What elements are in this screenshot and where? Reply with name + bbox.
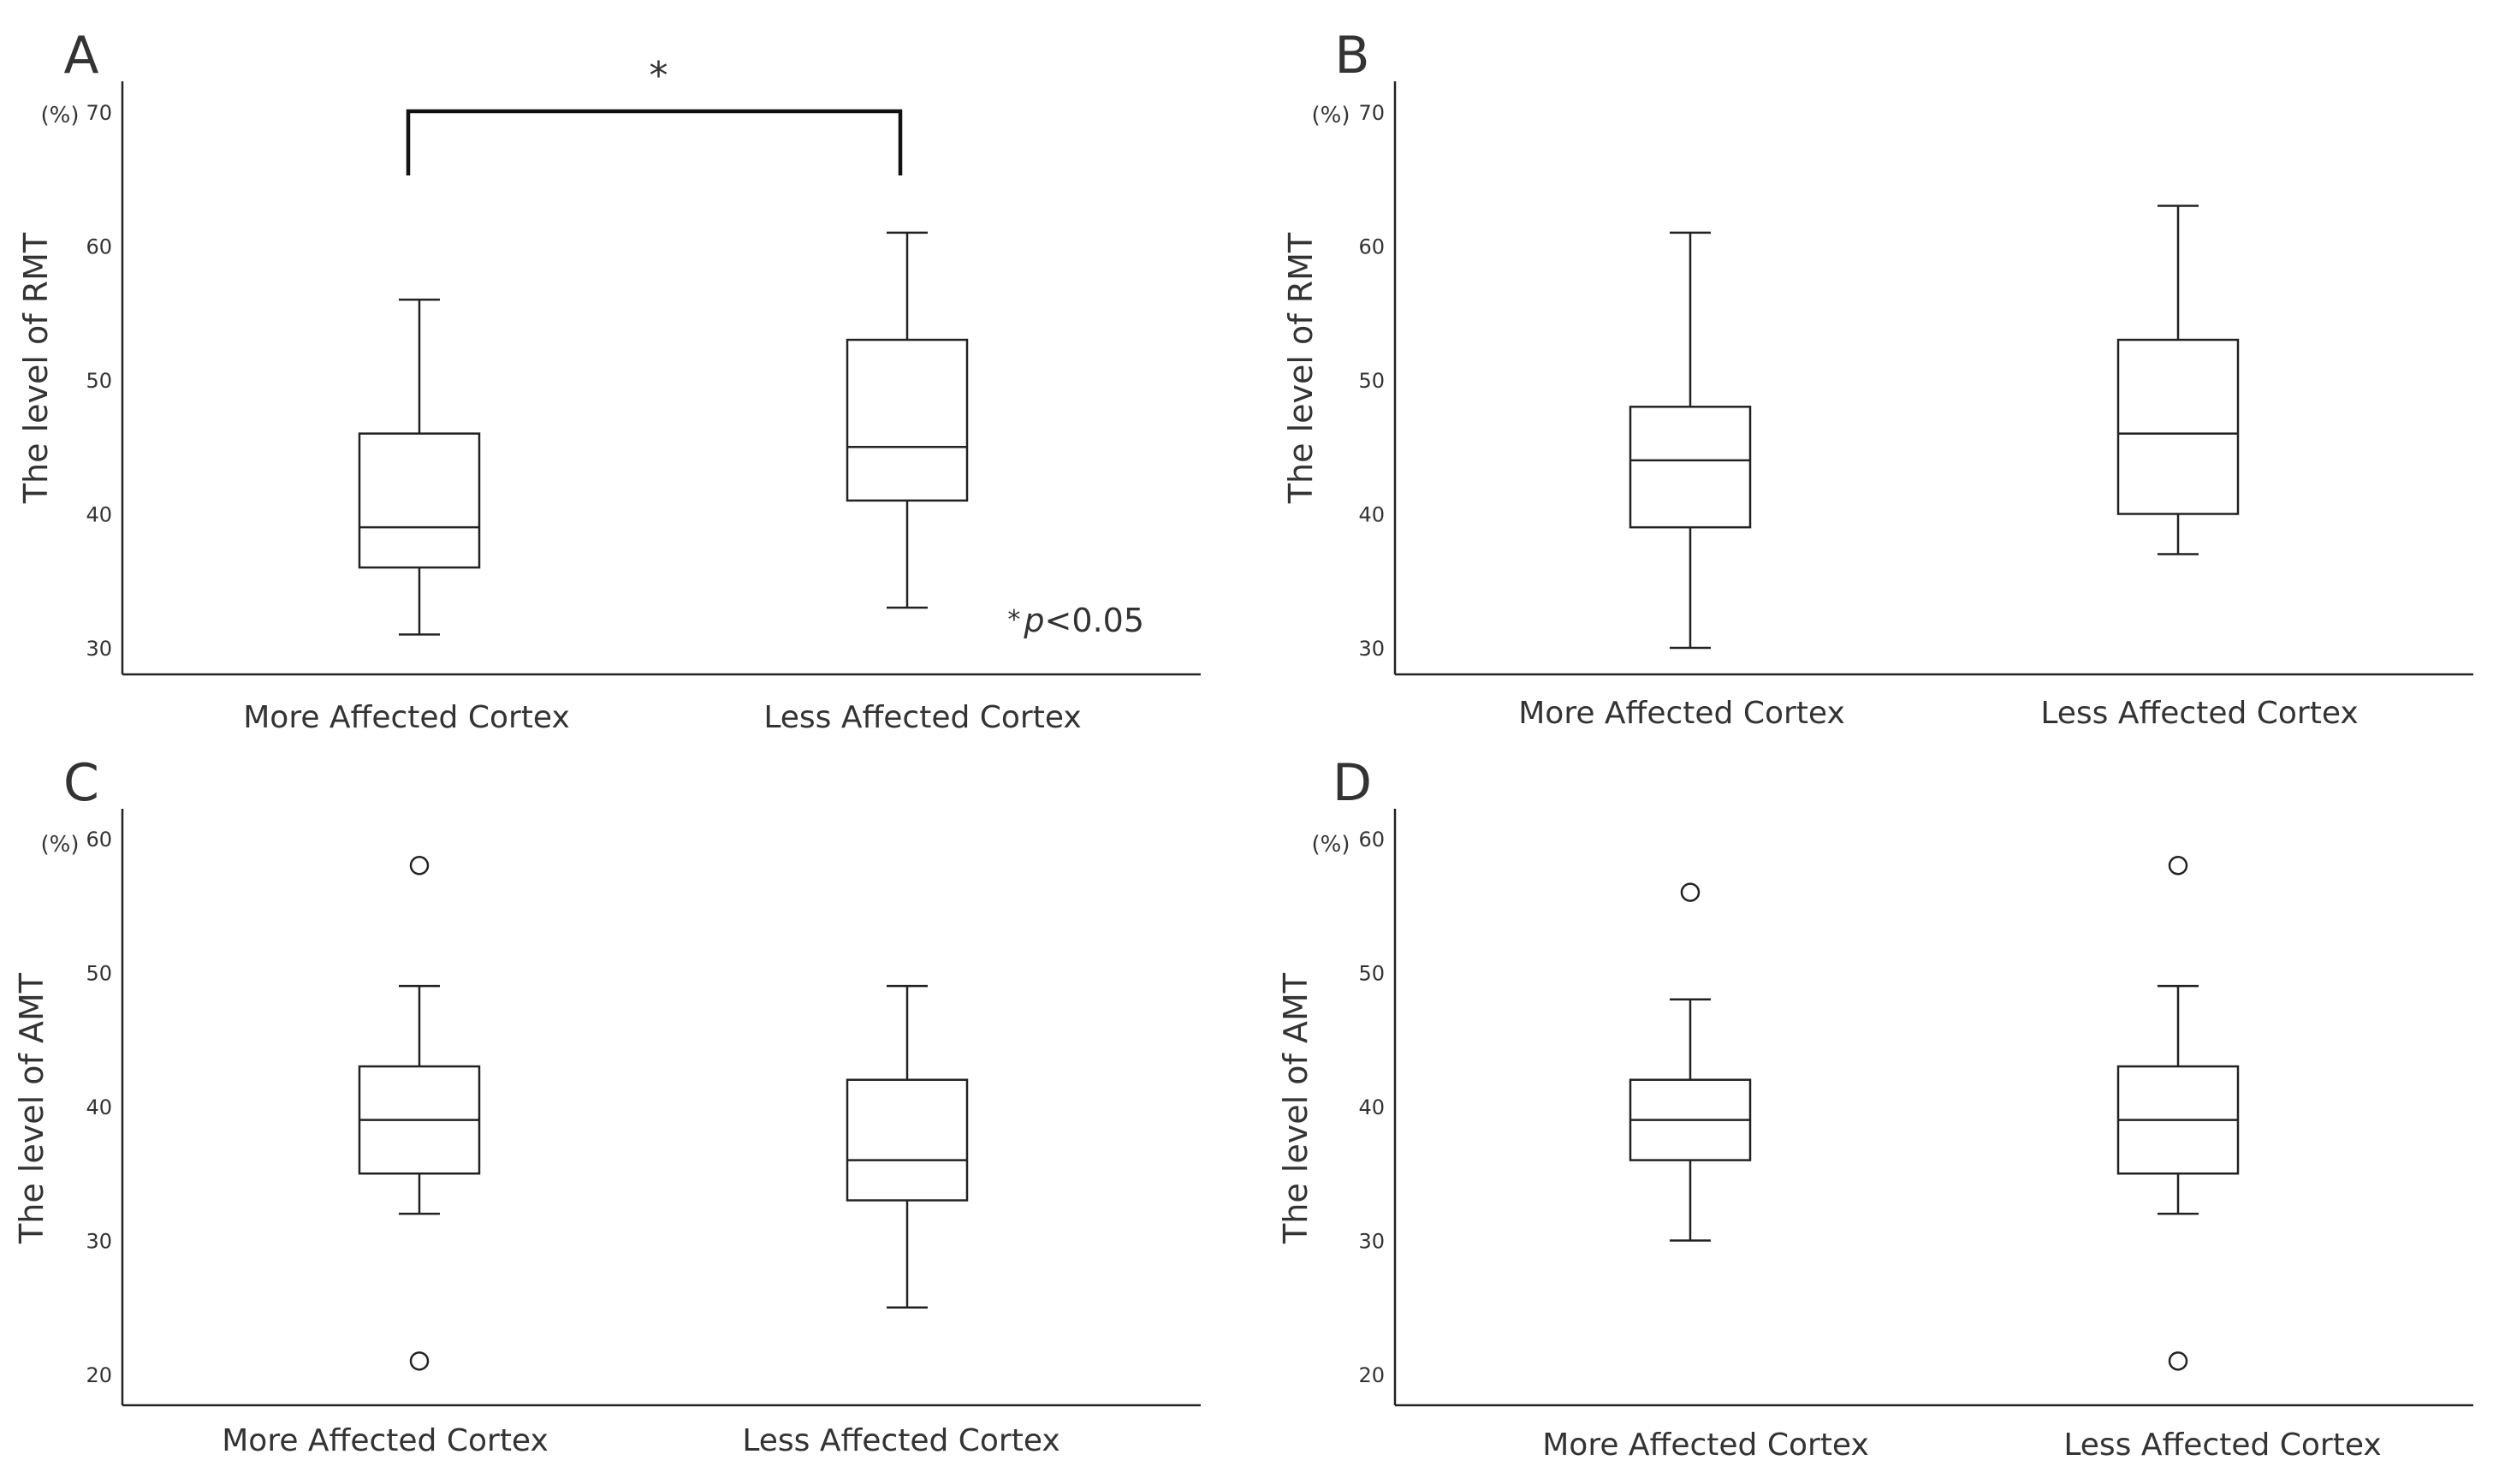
- panel-d-outlier-point: [1680, 882, 1701, 902]
- panel-a-significance-bracket: [406, 109, 903, 175]
- panel-c-y-axis-label: The level of AMT: [13, 972, 50, 1244]
- panel-b-ytick-label: 50: [1358, 369, 1385, 393]
- panel-b-unit-label: (%): [1312, 103, 1350, 128]
- panel-a-ytick-label: 60: [86, 235, 112, 259]
- panel-b-category-label: Less Affected Cortex: [2040, 696, 2358, 731]
- panel-b-box: [1629, 406, 1752, 529]
- panel-c-box: [846, 1078, 969, 1202]
- panel-d-y-axis-label: The level of AMT: [1277, 972, 1315, 1244]
- panel-b-ytick-label: 30: [1358, 637, 1385, 661]
- panel-a-significance-star: *: [650, 54, 668, 98]
- panel-c-ytick-label: 60: [86, 828, 112, 852]
- panel-d-ytick-label: 50: [1358, 962, 1385, 986]
- panel-a-ytick-label: 40: [86, 503, 112, 527]
- panel-d-ytick-label: 60: [1358, 828, 1385, 852]
- panel-a-ytick-label: 70: [86, 101, 112, 125]
- panel-c-category-label: Less Affected Cortex: [742, 1423, 1060, 1458]
- panel-b-label: B: [1334, 26, 1369, 86]
- panel-d-category-label: Less Affected Cortex: [2063, 1428, 2381, 1463]
- panel-c-ytick-label: 40: [86, 1095, 112, 1119]
- panel-a-y-axis-label: The level of RMT: [17, 232, 55, 504]
- p-note-star: *: [1007, 605, 1020, 635]
- panel-d-ytick-label: 30: [1358, 1230, 1385, 1254]
- panel-d-category-label: More Affected Cortex: [1542, 1428, 1869, 1463]
- panel-c-outlier-point: [409, 856, 430, 876]
- p-note-p: p: [1023, 602, 1044, 639]
- panel-a-box: [846, 338, 969, 502]
- panel-a-ytick-label: 50: [86, 369, 112, 393]
- panel-a-label: A: [63, 26, 98, 86]
- panel-d-ytick-label: 40: [1358, 1095, 1385, 1119]
- panel-d-outlier-point: [2168, 1351, 2188, 1371]
- panel-c-label: C: [63, 753, 99, 813]
- panel-b-ytick-label: 70: [1358, 101, 1385, 125]
- panel-d-outlier-point: [2168, 856, 2188, 876]
- panel-a-ytick-label: 30: [86, 637, 112, 661]
- panel-a-unit-label: (%): [41, 103, 80, 128]
- panel-b-ytick-label: 60: [1358, 235, 1385, 259]
- panel-b-box: [2116, 338, 2240, 515]
- panel-d-unit-label: (%): [1312, 832, 1350, 858]
- panel-b-category-label: More Affected Cortex: [1518, 696, 1845, 731]
- panel-c-outlier-point: [409, 1351, 430, 1371]
- panel-c-category-label: More Affected Cortex: [222, 1423, 549, 1458]
- panel-d-label: D: [1333, 753, 1372, 813]
- panel-b-ytick-label: 40: [1358, 503, 1385, 527]
- panel-b-y-axis-label: The level of RMT: [1282, 232, 1320, 504]
- panel-c-ytick-label: 30: [86, 1230, 112, 1254]
- panel-c-unit-label: (%): [41, 832, 80, 858]
- panel-a-category-label: More Affected Cortex: [243, 700, 570, 735]
- panel-c-ytick-label: 20: [86, 1363, 112, 1387]
- panel-a-box: [358, 432, 481, 569]
- panel-d-ytick-label: 20: [1358, 1363, 1385, 1387]
- panel-a-category-label: Less Affected Cortex: [763, 700, 1081, 735]
- p-note-threshold: <0.05: [1045, 602, 1144, 639]
- panel-c-ytick-label: 50: [86, 962, 112, 986]
- panel-a-p-value-note: * p<0.05: [1007, 602, 1144, 639]
